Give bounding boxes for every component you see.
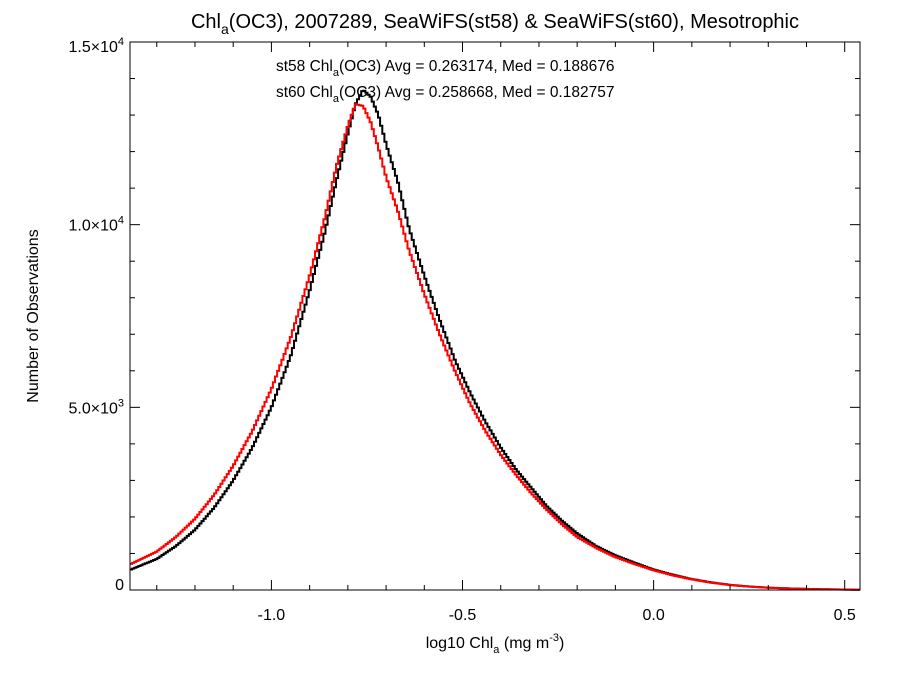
y-axis-label-text: Number of Observations bbox=[25, 229, 42, 402]
x-tick-label: 0.0 bbox=[642, 607, 664, 624]
tick-marks bbox=[130, 41, 860, 591]
legend: st58 Chla(OC3) Avg = 0.263174, Med = 0.1… bbox=[276, 58, 614, 105]
x-tick-label: -0.5 bbox=[449, 607, 477, 624]
y-tick-label: 1.0×104 bbox=[68, 215, 124, 235]
x-tick-label: 0.5 bbox=[834, 607, 856, 624]
y-tick-label: 0 bbox=[115, 577, 124, 594]
x-tick-labels: -1.0 -0.5 0.0 0.5 bbox=[258, 607, 856, 624]
plot-frame bbox=[129, 41, 861, 591]
title-text: Chla(OC3), 2007289, SeaWiFS(st58) & SeaW… bbox=[191, 11, 799, 37]
chart-title: Chla(OC3), 2007289, SeaWiFS(st58) & SeaW… bbox=[191, 11, 799, 37]
y-tick-label: 5.0×103 bbox=[68, 397, 124, 417]
y-tick-label: 1.5×104 bbox=[68, 36, 124, 56]
series-st58-line bbox=[130, 89, 860, 591]
y-axis-label: Number of Observations bbox=[25, 229, 42, 402]
x-axis-label-text: log10 Chla (mg m-3) bbox=[426, 632, 565, 656]
legend-entry-st58: st58 Chla(OC3) Avg = 0.263174, Med = 0.1… bbox=[276, 58, 614, 79]
y-tick-labels: 0 5.0×103 1.0×104 1.5×104 bbox=[68, 36, 124, 594]
legend-entry-st60: st60 Chla(OC3) Avg = 0.258668, Med = 0.1… bbox=[276, 84, 614, 105]
x-axis-label: log10 Chla (mg m-3) bbox=[426, 632, 565, 656]
x-tick-label: -1.0 bbox=[258, 607, 286, 624]
series-layer bbox=[130, 89, 860, 591]
plot-area bbox=[129, 41, 861, 591]
series-st60-line bbox=[130, 103, 860, 591]
